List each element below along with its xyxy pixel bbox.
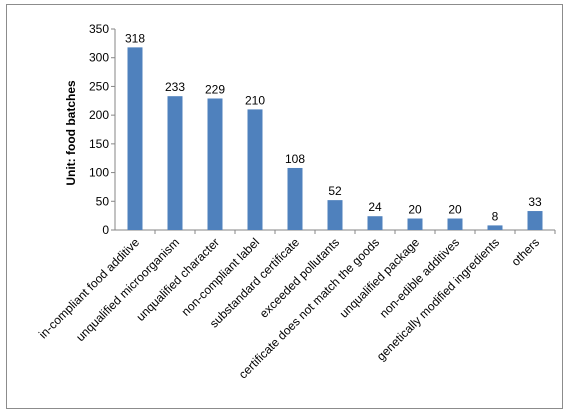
data-label: 20 (408, 203, 422, 217)
bar (207, 98, 223, 230)
y-tick-label: 250 (89, 79, 109, 93)
data-label: 24 (368, 200, 382, 214)
bar (167, 96, 183, 230)
bar-chart: Unit: food batches 0 50 100 150 200 250 300 350… (36, 22, 556, 381)
y-tick-label: 100 (89, 166, 109, 180)
bar (367, 216, 383, 230)
y-tick-label: 350 (89, 22, 109, 36)
data-label: 8 (492, 209, 499, 223)
data-label: 33 (528, 195, 542, 209)
data-label: 233 (165, 80, 185, 94)
chart-frame: Unit: food batches 0 50 100 150 200 250 300 350… (6, 4, 563, 409)
y-tick-label: 150 (89, 137, 109, 151)
y-tick-label: 200 (89, 108, 109, 122)
data-label: 318 (125, 31, 145, 45)
bar (247, 109, 263, 230)
bars: 318 233 229 210 108 52 24 20 20 8 33 (125, 31, 543, 231)
bar (407, 218, 423, 230)
y-axis-label: Unit: food batches (64, 80, 78, 186)
y-tick-label: 0 (102, 223, 109, 237)
bar (527, 211, 543, 230)
y-tick-label: 300 (89, 51, 109, 65)
bar (127, 47, 143, 231)
data-label: 108 (285, 152, 305, 166)
bar (327, 200, 343, 230)
bar (487, 225, 503, 230)
data-label: 52 (328, 184, 342, 198)
bar (287, 167, 303, 230)
x-tick-label: others (509, 235, 542, 268)
data-label: 210 (245, 93, 265, 107)
y-axis: 0 50 100 150 200 250 300 350 (89, 22, 116, 237)
y-tick-label: 50 (96, 194, 110, 208)
data-label: 20 (448, 203, 462, 217)
bar (447, 218, 463, 230)
data-label: 229 (205, 82, 225, 96)
